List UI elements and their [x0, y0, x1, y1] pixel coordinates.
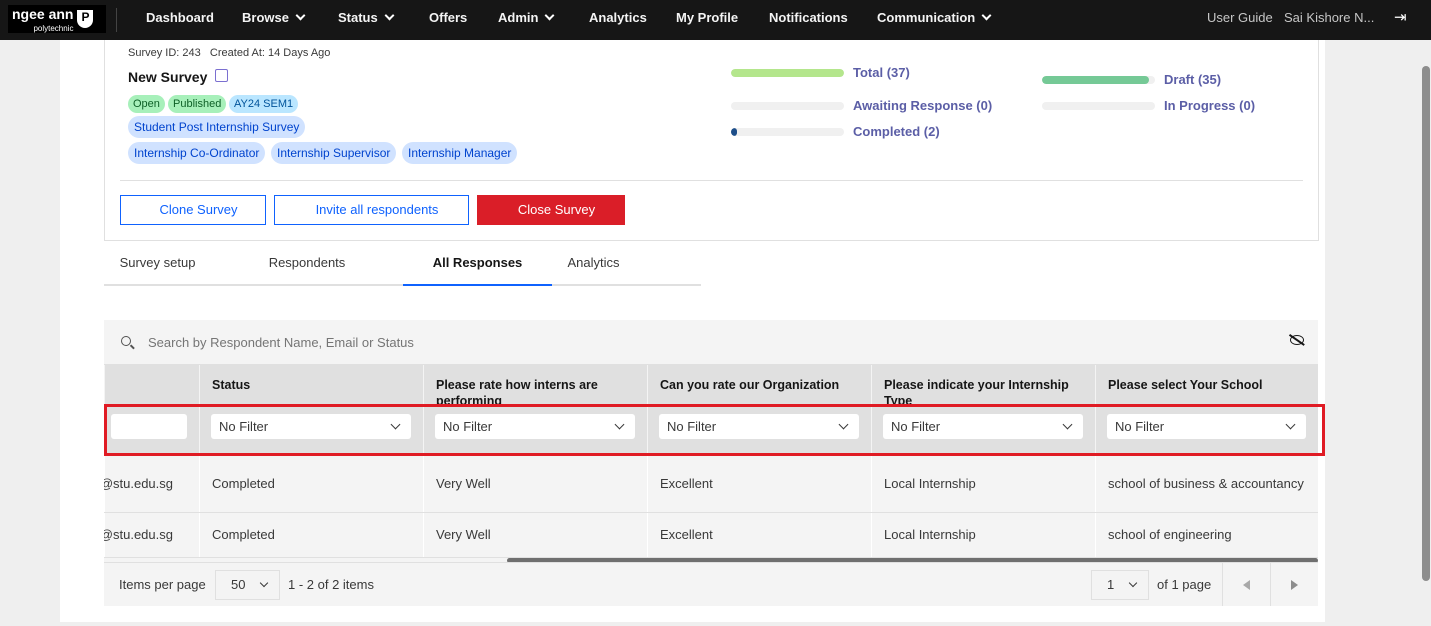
nav-my-profile[interactable]: My Profile: [676, 10, 739, 25]
search-input[interactable]: [148, 332, 1248, 352]
nav-divider: [116, 8, 117, 32]
nav-admin[interactable]: Admin: [498, 0, 555, 40]
tab-respondents[interactable]: Respondents: [268, 255, 346, 270]
status-badge-open: Open: [128, 95, 165, 113]
top-nav: ngee ann polytechnic P Dashboard Browse Sta…: [0, 0, 1431, 40]
role-tag: Internship Supervisor: [271, 142, 397, 164]
chevron-down-icon: [545, 10, 555, 21]
progress-bar: [731, 69, 844, 77]
chevron-down-icon: [259, 578, 269, 588]
pagination: Items per page 50 1 - 2 of 2 items 1 of …: [104, 562, 1318, 606]
column-header: Can you rate our Organization No Filter: [647, 365, 871, 455]
table-cell: Completed: [199, 513, 423, 557]
nav-status[interactable]: Status: [338, 0, 395, 40]
divider: [120, 180, 1303, 181]
logout-icon[interactable]: ⇥: [1394, 9, 1407, 26]
survey-tabs: Survey setup Respondents All Responses A…: [104, 242, 701, 286]
caret-left-icon: [1243, 580, 1250, 590]
column-filter-select[interactable]: No Filter: [659, 414, 859, 439]
column-filter-select[interactable]: No Filter: [883, 414, 1083, 439]
items-per-page-select[interactable]: 50: [215, 570, 280, 600]
table-cell: Excellent: [647, 513, 871, 557]
nav-offers[interactable]: Offers: [429, 10, 468, 25]
prev-page-button[interactable]: [1222, 563, 1270, 606]
chevron-down-icon: [981, 10, 992, 21]
column-filter-select[interactable]: No Filter: [1107, 414, 1306, 439]
next-page-button[interactable]: [1270, 563, 1318, 606]
horizontal-scrollbar[interactable]: [507, 558, 1318, 563]
user-menu[interactable]: Sai Kishore N...: [1284, 10, 1375, 25]
semester-badge: AY24 SEM1: [229, 95, 299, 113]
chevron-down-icon: [384, 10, 395, 21]
nav-analytics[interactable]: Analytics: [589, 10, 647, 25]
vertical-scrollbar[interactable]: [1422, 66, 1430, 581]
survey-type-tag: Student Post Internship Survey: [128, 116, 306, 138]
clone-survey-button[interactable]: Clone Survey: [120, 195, 266, 225]
table-cell: Very Well: [423, 455, 647, 512]
stat-link[interactable]: In Progress (0): [1164, 98, 1256, 113]
column-filter-select[interactable]: No Filter: [435, 414, 635, 439]
progress-bar: [1042, 76, 1155, 84]
role-tag: Internship Co-Ordinator: [128, 142, 266, 164]
survey-summary-card: [104, 40, 1319, 241]
table-cell: Completed: [199, 455, 423, 512]
search-bar: [104, 320, 1318, 365]
items-range: 1 - 2 of 2 items: [288, 577, 374, 592]
table-cell: Excellent: [647, 455, 871, 512]
logo-shield-icon: P: [77, 10, 94, 28]
tab-all-responses[interactable]: All Responses: [403, 242, 552, 286]
column-header: Please rate how interns are performing No…: [423, 365, 647, 455]
column-header: Status No Filter: [199, 365, 423, 455]
column-header: [104, 365, 199, 455]
page-select[interactable]: 1: [1091, 570, 1149, 600]
table-cell: school of engineering: [1095, 513, 1318, 557]
stat-link[interactable]: Total (37): [853, 65, 910, 80]
caret-right-icon: [1291, 580, 1298, 590]
search-icon: [121, 336, 131, 346]
nav-dashboard[interactable]: Dashboard: [146, 10, 214, 25]
survey-title: New Survey: [128, 69, 208, 85]
stat-link[interactable]: Awaiting Response (0): [853, 98, 993, 113]
nav-browse[interactable]: Browse: [242, 0, 306, 40]
progress-bar: [1042, 102, 1155, 110]
table-header: Status No Filter Please rate how interns a…: [104, 365, 1318, 455]
invite-all-button[interactable]: Invite all respondents: [274, 195, 469, 225]
edit-icon[interactable]: [215, 69, 228, 82]
table-row[interactable]: @stu.edu.sg Completed Very Well Excellent Lo…: [104, 455, 1318, 513]
table-cell: school of business & accountancy: [1095, 455, 1318, 512]
table-cell: Very Well: [423, 513, 647, 557]
chevron-down-icon: [295, 10, 306, 21]
hide-columns-icon[interactable]: [1290, 335, 1304, 345]
nav-communication[interactable]: Communication: [877, 0, 992, 40]
column-header: Please select Your School No Filter: [1095, 365, 1318, 455]
tab-analytics[interactable]: Analytics: [567, 255, 620, 270]
column-filter-select[interactable]: No Filter: [211, 414, 411, 439]
progress-bar: [731, 128, 844, 136]
ngee-ann-logo[interactable]: ngee ann polytechnic P: [8, 5, 106, 33]
table-cell: 51@stu.edu.sg: [104, 513, 199, 557]
survey-meta: Survey ID: 243 Created At: 14 Days Ago: [128, 47, 331, 59]
role-tag: Internship Manager: [402, 142, 518, 164]
close-survey-button[interactable]: Close Survey: [477, 195, 625, 225]
table-cell: Local Internship: [871, 513, 1095, 557]
table-cell: @stu.edu.sg: [104, 455, 199, 512]
status-badge-published: Published: [168, 95, 227, 113]
chevron-down-icon: [1128, 578, 1138, 588]
column-filter-input[interactable]: [111, 414, 187, 439]
nav-notifications[interactable]: Notifications: [769, 10, 848, 25]
user-guide-link[interactable]: User Guide: [1207, 10, 1273, 25]
highlight-annotation: [104, 404, 1325, 456]
column-header: Please indicate your Internship Type No F…: [871, 365, 1095, 455]
progress-bar: [731, 102, 844, 110]
stat-link[interactable]: Completed (2): [853, 124, 940, 139]
tab-survey-setup[interactable]: Survey setup: [119, 255, 196, 270]
table-cell: Local Internship: [871, 455, 1095, 512]
stat-link[interactable]: Draft (35): [1164, 72, 1222, 87]
